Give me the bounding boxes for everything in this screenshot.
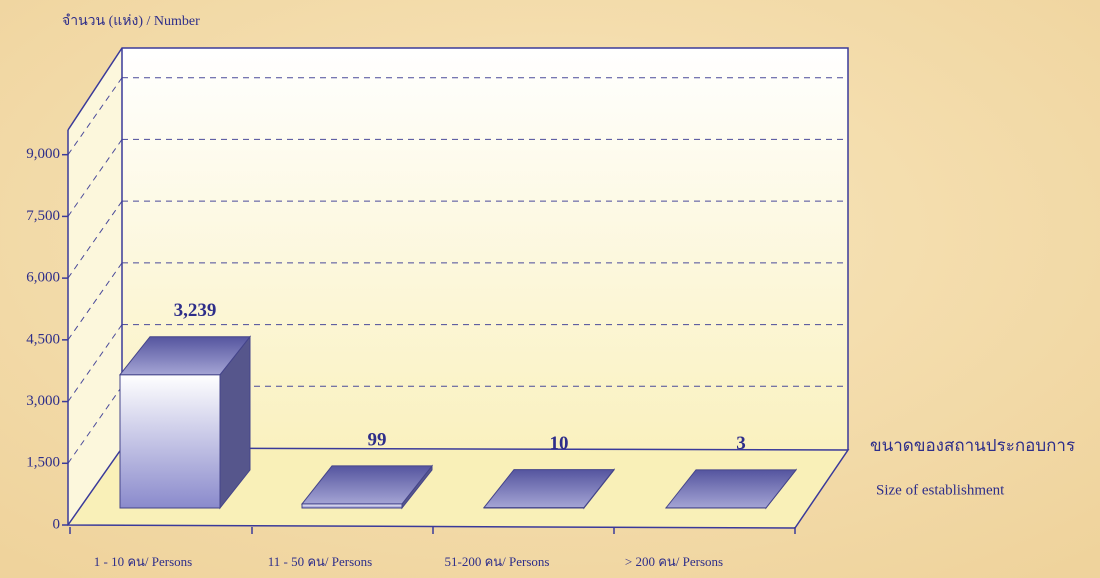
value-label: 3 <box>736 433 746 454</box>
value-label: 10 <box>550 433 569 454</box>
value-label: 99 <box>368 429 387 450</box>
bar-top <box>664 469 798 509</box>
bar-front <box>301 503 403 509</box>
y-tick-label: 9,000 <box>26 146 60 162</box>
x-tick-label: 1 - 10 คน/ Persons <box>94 554 192 569</box>
bar-top <box>482 469 616 509</box>
x-axis-label: ขนาดของสถานประกอบการ <box>870 436 1075 455</box>
grid-line <box>67 385 123 464</box>
y-tick-label: 0 <box>53 516 61 532</box>
y-tick-label: 7,500 <box>26 208 60 224</box>
x-tick-label: 11 - 50 คน/ Persons <box>268 554 373 569</box>
grid-line <box>67 77 123 155</box>
y-tick-label: 6,000 <box>26 270 60 286</box>
floor <box>68 448 848 528</box>
y-tick-label: 3,000 <box>26 393 60 409</box>
grid-line <box>67 200 123 279</box>
x-tick-label: 51-200 คน/ Persons <box>445 554 550 569</box>
grid-line <box>67 262 123 341</box>
bar-front <box>119 374 221 509</box>
x-tick-label: > 200 คน/ Persons <box>625 554 723 569</box>
bar-top <box>300 465 434 505</box>
back-wall <box>122 48 848 450</box>
grid-line <box>67 324 123 402</box>
wall-outline <box>67 47 849 450</box>
y-tick-label: 1,500 <box>26 455 60 471</box>
axis-frame <box>67 130 850 529</box>
value-label: 3,239 <box>174 300 217 321</box>
y-axis-label: จำนวน (แห่ง) / Number <box>62 14 200 29</box>
grid-line <box>67 139 123 217</box>
x-axis-label-en: Size of establishment <box>876 482 1005 498</box>
side-wall <box>68 48 122 525</box>
y-tick-label: 4,500 <box>26 331 60 347</box>
bar-top <box>118 336 252 376</box>
